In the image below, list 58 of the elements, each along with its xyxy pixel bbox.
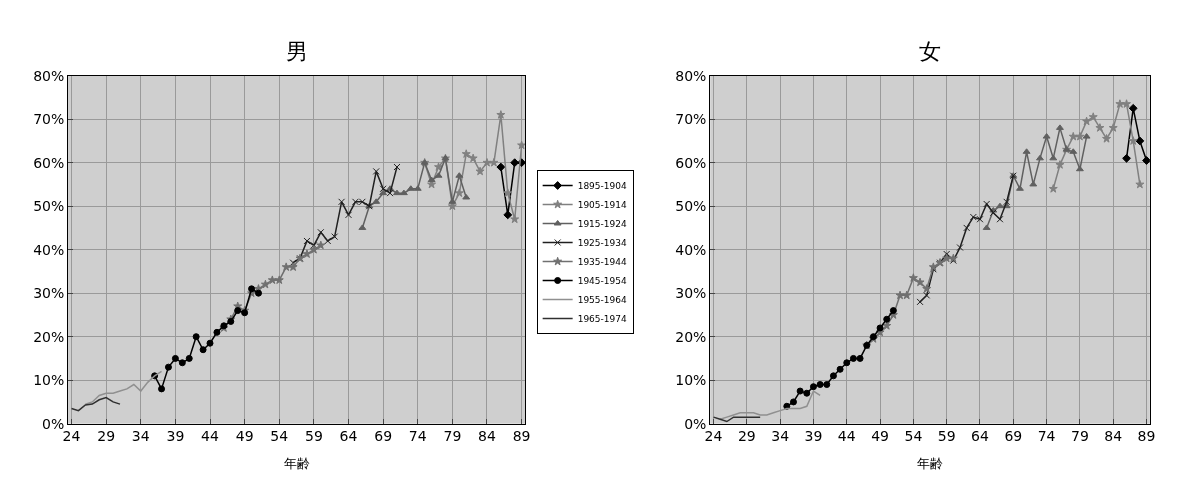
y-tick-label: 70%: [33, 111, 65, 128]
y-tick-label: 60%: [675, 154, 707, 171]
x-tick-label: 69: [1004, 428, 1023, 445]
x-tick-label: 34: [131, 428, 150, 445]
x-tick-label: 29: [737, 428, 756, 445]
x-tick-label: 89: [1137, 428, 1156, 445]
chart-title: 女: [919, 39, 941, 64]
x-tick-label: 59: [937, 428, 956, 445]
x-tick-label: 29: [97, 428, 116, 445]
x-tick-label: 44: [201, 428, 220, 445]
y-tick-label: 70%: [675, 111, 707, 128]
x-tick-label: 79: [1071, 428, 1089, 445]
x-tick-label: 24: [704, 428, 723, 445]
y-tick-label: 80%: [675, 67, 707, 84]
x-tick-label: 54: [904, 428, 923, 445]
x-axis-title: 年齢: [283, 456, 310, 472]
x-tick-label: 49: [871, 428, 889, 445]
y-tick-label: 50%: [33, 198, 65, 215]
x-tick-label: 79: [443, 428, 462, 445]
x-tick-label: 24: [62, 428, 81, 445]
legend-label: 1915-1924: [577, 219, 627, 230]
legend-label: 1955-1964: [577, 295, 627, 306]
x-tick-label: 54: [270, 428, 289, 445]
x-tick-label: 49: [235, 428, 254, 445]
y-tick-label: 50%: [675, 198, 707, 215]
legend-label: 1965-1974: [577, 314, 627, 325]
x-tick-label: 89: [512, 428, 531, 445]
y-tick-label: 80%: [33, 67, 65, 84]
chart-title: 男: [286, 39, 308, 64]
y-tick-label: 30%: [675, 285, 707, 302]
y-tick-label: 10%: [33, 372, 65, 389]
x-tick-label: 74: [408, 428, 427, 445]
y-tick-label: 10%: [675, 372, 707, 389]
x-tick-label: 59: [304, 428, 323, 445]
x-axis-title: 年齢: [917, 456, 944, 472]
y-tick-label: 40%: [33, 241, 65, 258]
x-tick-label: 84: [1104, 428, 1123, 445]
x-tick-label: 64: [339, 428, 358, 445]
y-tick-label: 0%: [42, 415, 65, 432]
x-tick-label: 69: [374, 428, 393, 445]
legend-label: 1945-1954: [577, 276, 627, 287]
y-tick-label: 0%: [684, 415, 707, 432]
x-tick-label: 39: [166, 428, 185, 445]
y-tick-label: 30%: [33, 285, 65, 302]
y-tick-label: 20%: [675, 328, 707, 345]
x-tick-label: 74: [1037, 428, 1056, 445]
x-tick-label: 64: [971, 428, 989, 445]
x-tick-label: 39: [804, 428, 823, 445]
legend-label: 1895-1904: [577, 181, 627, 192]
y-tick-label: 20%: [33, 328, 65, 345]
y-tick-label: 40%: [675, 241, 707, 258]
y-tick-label: 60%: [33, 154, 65, 171]
legend-label: 1905-1914: [577, 200, 627, 211]
x-tick-label: 44: [837, 428, 856, 445]
x-tick-label: 34: [771, 428, 790, 445]
legend-label: 1935-1944: [577, 257, 627, 268]
legend-label: 1925-1934: [577, 238, 627, 249]
x-tick-label: 84: [478, 428, 496, 445]
